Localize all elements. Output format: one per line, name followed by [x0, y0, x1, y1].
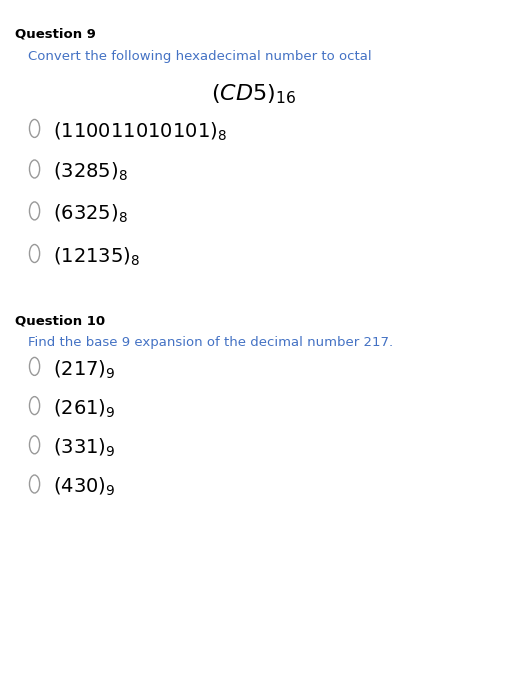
- Text: $(331)_9$: $(331)_9$: [53, 437, 116, 459]
- Text: $(6325)_8$: $(6325)_8$: [53, 203, 128, 225]
- Text: $(3285)_8$: $(3285)_8$: [53, 161, 128, 183]
- Text: Question 10: Question 10: [15, 314, 105, 327]
- Text: Convert the following hexadecimal number to octal: Convert the following hexadecimal number…: [28, 50, 371, 63]
- Text: $(430)_9$: $(430)_9$: [53, 476, 116, 498]
- Text: Find the base 9 expansion of the decimal number 217.: Find the base 9 expansion of the decimal…: [28, 336, 393, 349]
- Text: $(CD5)_{16}$: $(CD5)_{16}$: [211, 82, 297, 106]
- Text: $(217)_9$: $(217)_9$: [53, 358, 116, 381]
- Text: $(261)_9$: $(261)_9$: [53, 397, 116, 420]
- Text: $(110011010101)_8$: $(110011010101)_8$: [53, 120, 227, 143]
- Text: $(12135)_8$: $(12135)_8$: [53, 245, 140, 268]
- Text: Question 9: Question 9: [15, 27, 96, 40]
